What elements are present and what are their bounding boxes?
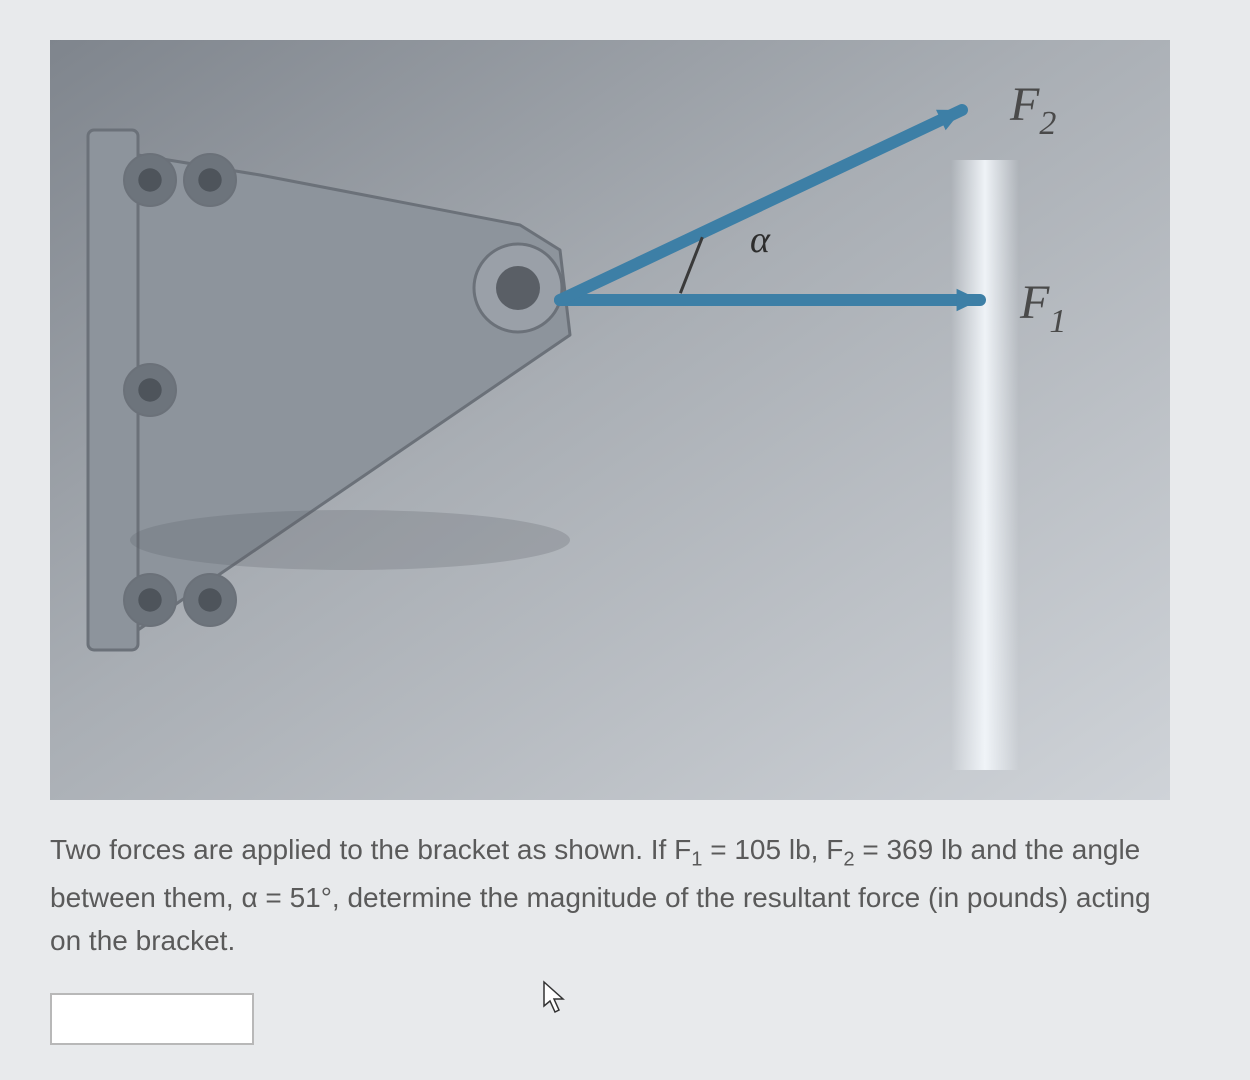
bracket-force-diagram: F1F2α xyxy=(50,40,1170,800)
answer-input[interactable] xyxy=(50,993,254,1045)
alpha-symbol: α xyxy=(241,882,257,913)
text-segment: = xyxy=(702,834,734,865)
text-segment: = xyxy=(855,834,887,865)
svg-text:α: α xyxy=(750,219,771,261)
text-segment: Two forces are applied to the bracket as… xyxy=(50,834,691,865)
value-f1: 105 lb xyxy=(734,834,810,865)
text-segment: = xyxy=(258,882,290,913)
value-f2: 369 lb xyxy=(886,834,962,865)
problem-page: F1F2α Two forces are applied to the brac… xyxy=(0,0,1250,1080)
subscript-2: 2 xyxy=(843,849,854,871)
text-segment: , F xyxy=(811,834,844,865)
value-alpha: 51° xyxy=(290,882,332,913)
figure-container: F1F2α xyxy=(50,40,1190,800)
problem-statement: Two forces are applied to the bracket as… xyxy=(50,828,1170,963)
subscript-1: 1 xyxy=(691,849,702,871)
